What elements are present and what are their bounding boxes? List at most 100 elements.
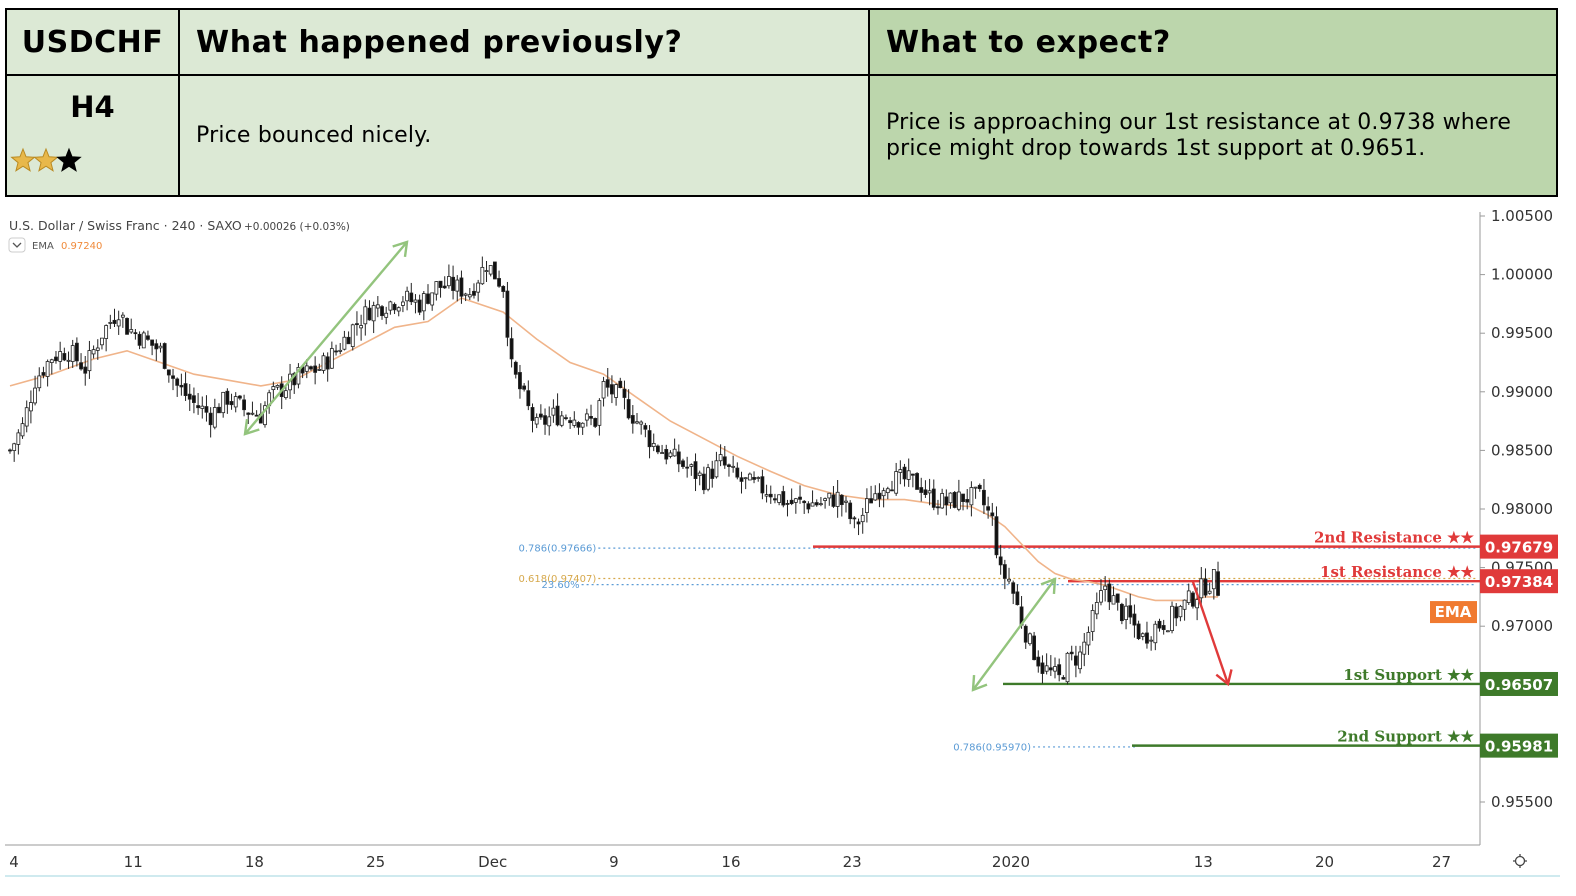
candle [538,404,543,420]
candle [488,265,493,277]
candle [120,312,125,328]
candle [166,369,171,383]
candle [405,286,410,311]
candle [810,490,815,507]
candle [919,477,924,502]
candle [334,344,338,356]
previous-title-cell: What happened previously? [178,8,870,76]
candle [1161,619,1166,635]
level-price-tag: 0.97679 [1480,534,1558,559]
candle [246,412,251,424]
star-empty-icon [56,147,82,172]
candle [321,352,326,374]
candle [363,299,368,336]
time-tick-label: 13 [1194,853,1213,871]
candle [513,360,518,379]
candle [672,438,677,457]
candle [459,270,464,304]
candle [626,389,631,420]
candle [1165,630,1170,633]
candle [129,318,134,334]
candle [187,384,192,411]
candle [112,308,117,327]
price-chart[interactable]: 1.00500 1.00000 0.99500 0.99000 0.98500 0.980… [0,205,1576,896]
candle [990,502,995,526]
candle [434,281,439,301]
candle [580,422,585,435]
candle [576,421,581,435]
candle [12,442,17,462]
candle [572,411,577,428]
price-scale: 1.00500 1.00000 0.99500 0.99000 0.98500 0.980… [1480,207,1553,811]
candle [739,471,744,494]
candle [200,396,205,419]
candle [685,456,690,478]
candle [681,458,685,469]
candle [785,499,790,517]
candle [1094,592,1099,620]
candle [438,280,443,298]
candle [789,488,794,506]
svg-text:0.95981: 0.95981 [1485,738,1553,756]
fib-label: 23.60% [541,580,579,591]
candle [1140,632,1145,641]
col3-title: What to expect? [886,24,1171,60]
candle [49,358,54,375]
candle [263,401,267,428]
candle [973,486,978,499]
candle [1078,645,1082,674]
candle [1178,604,1183,622]
candle [275,384,280,390]
candle [1119,602,1124,625]
candle [367,300,372,321]
time-tick-label: 27 [1432,853,1451,871]
star-filled-icon [33,147,59,172]
candle [743,477,748,490]
candle [714,451,719,479]
candle [798,485,802,504]
fib-label: 0.786(0.95970) [953,742,1031,753]
svg-text:EMA: EMA [1435,603,1472,621]
candle [396,306,401,317]
candle [530,403,535,433]
candle [1002,559,1007,590]
time-tick-label: 18 [245,853,264,871]
price-tick-label: 0.99000 [1491,383,1553,401]
candle [923,480,928,498]
candle [221,391,226,418]
candle [630,405,635,434]
candle [593,417,598,429]
legend-indicator: EMA [32,241,54,252]
candle [848,500,853,525]
candle [622,380,627,410]
ema-price-tag: EMA [1430,601,1477,624]
candle [1207,582,1212,595]
expect-text-cell: Price is approaching our 1st resistance … [868,74,1558,197]
candle [24,400,29,433]
candle [555,393,560,427]
rating-stars [10,147,82,172]
candle [969,481,974,517]
star-filled-icon [10,147,36,172]
candle [651,433,656,452]
symbol-cell: USDCHF [5,8,180,76]
price-tick-label: 0.98000 [1491,500,1553,518]
candle [643,422,648,438]
candle [768,485,773,504]
candle [534,413,539,429]
candle [1015,584,1020,606]
candle [589,404,593,426]
candle [421,290,426,321]
candle [472,283,476,299]
candle [756,476,761,482]
candle [906,458,911,487]
candle [693,453,698,492]
candle [171,368,175,391]
settings-icon[interactable] [1513,854,1527,868]
previous-text-cell: Price bounced nicely. [178,74,870,197]
candle [856,518,861,536]
candle [814,499,819,507]
price-tick-label: 1.00000 [1491,266,1553,284]
legend-collapse-button[interactable] [8,237,26,253]
candle [196,393,201,415]
